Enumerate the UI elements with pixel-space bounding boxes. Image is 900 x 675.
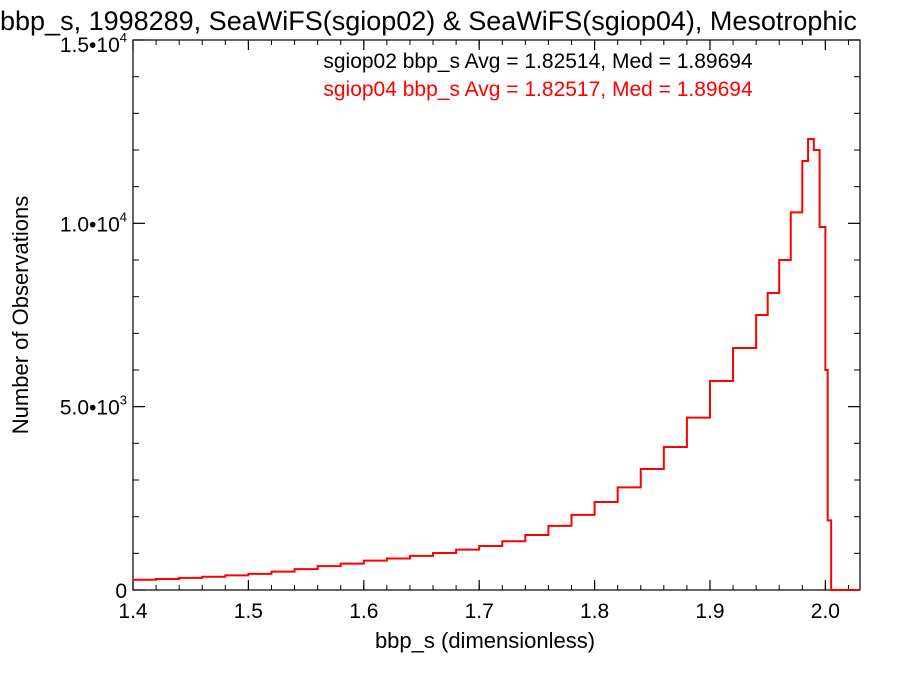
annotation-sgiop02: sgiop02 bbp_s Avg = 1.82514, Med = 1.896… [323,50,753,73]
x-axis-ticks: 1.4 1.5 1.6 1.7 1.8 1.9 2.0 [118,40,849,623]
plot-frame [132,39,861,591]
x-axis-label: bbp_s (dimensionless) [375,628,595,653]
y-tick-label: 5.0•103 [60,393,127,420]
y-axis-label: Number of Observations [8,196,33,434]
x-tick-label: 1.5 [234,600,263,623]
x-tick-label: 1.6 [349,600,378,623]
y-tick-label: 0 [115,580,127,603]
x-tick-label: 2.0 [811,600,840,623]
x-tick-label: 1.4 [118,600,148,623]
series-group [133,138,860,591]
annotation-sgiop04: sgiop04 bbp_s Avg = 1.82517, Med = 1.896… [323,78,753,101]
x-tick-label: 1.7 [465,600,494,623]
x-tick-label: 1.9 [695,600,724,623]
y-tick-label: 1.5•104 [60,30,127,57]
y-axis-ticks: 0 5.0•103 1.0•104 1.5•104 [60,30,860,603]
series-line-0 [133,138,860,591]
x-tick-label: 1.8 [580,600,609,623]
chart-title: bbp_s, 1998289, SeaWiFS(sgiop02) & SeaWi… [0,6,857,36]
y-tick-label: 1.0•104 [60,209,127,236]
